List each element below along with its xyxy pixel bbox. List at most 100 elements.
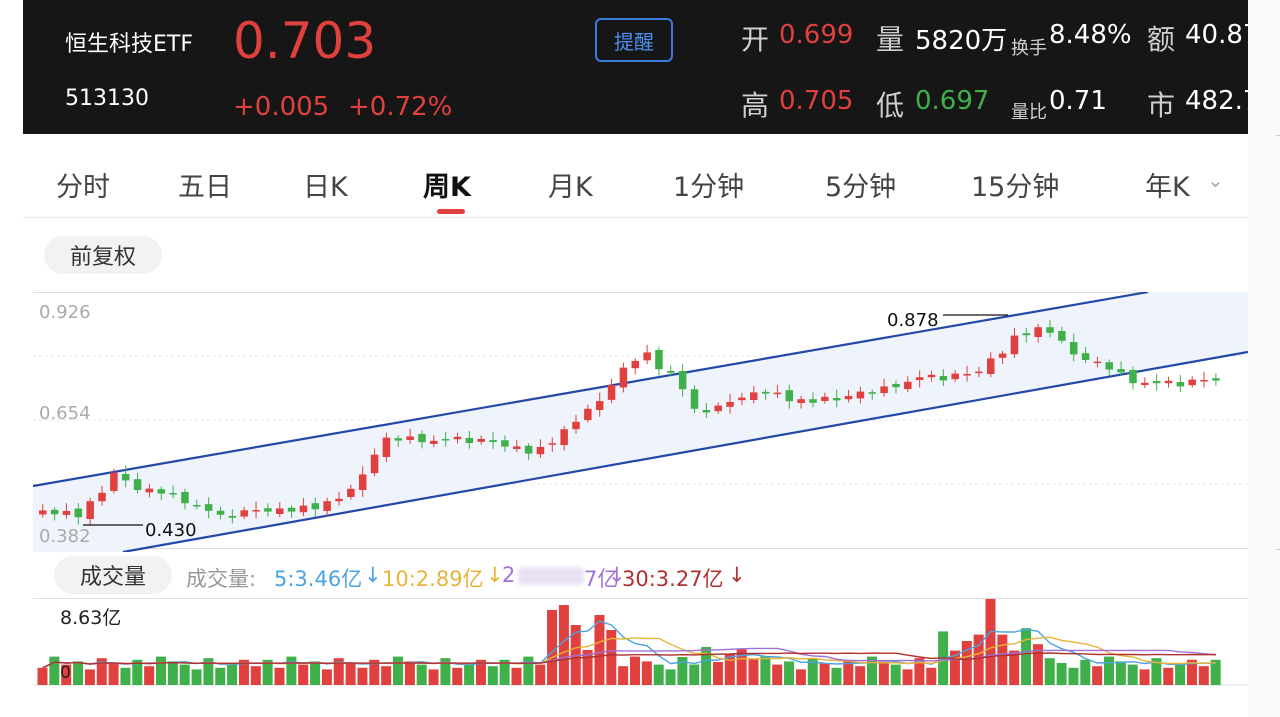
candle — [465, 438, 474, 444]
candle — [1069, 342, 1078, 355]
volume-bar — [807, 658, 818, 685]
volume-bar — [878, 661, 889, 685]
volume-bar — [464, 663, 475, 685]
volume-bar — [440, 658, 451, 685]
volume-bar — [310, 661, 321, 685]
candle — [1176, 382, 1185, 387]
adjust-button[interactable]: 前复权 — [44, 236, 162, 274]
volume-bar — [594, 615, 605, 685]
volume-bar — [1198, 666, 1209, 685]
volume-bar — [1186, 659, 1197, 685]
amount-label: 额 — [1147, 23, 1176, 56]
tab-intraday[interactable]: 分时 — [56, 172, 110, 203]
tab-weekly-k[interactable]: 周K — [423, 172, 471, 203]
candle — [1022, 333, 1031, 336]
ma20-volume: 2 — [502, 563, 516, 587]
candle — [927, 374, 936, 378]
candle — [264, 508, 272, 512]
tab-yearly-k[interactable]: 年K — [1145, 172, 1190, 203]
candle — [773, 392, 782, 395]
alert-button[interactable]: 提醒 — [595, 18, 673, 62]
candle — [868, 392, 876, 394]
volume-bar — [902, 669, 913, 685]
volume-bar — [1163, 667, 1174, 685]
volume-ratio-value: 0.71 — [1049, 86, 1107, 116]
y-label-mid: 0.654 — [39, 403, 91, 424]
volume-zero-label: 0 — [60, 663, 71, 683]
volume-bar — [535, 664, 546, 685]
volume-bar — [1151, 658, 1162, 685]
candle — [821, 396, 829, 401]
kline-chart[interactable]: 0.926 0.654 0.382 0.878 0.430 — [33, 292, 1248, 552]
volume-bar — [630, 656, 640, 685]
candle — [619, 367, 628, 388]
volume-bar — [961, 641, 972, 685]
volume-indicator-button[interactable]: 成交量 — [54, 556, 172, 594]
volume-bar — [108, 663, 119, 685]
tab-five-day[interactable]: 五日 — [178, 172, 232, 203]
candle — [892, 384, 900, 388]
candle — [406, 436, 414, 440]
candle — [904, 381, 912, 389]
candle — [1093, 361, 1102, 364]
y-label-bottom: 0.382 — [39, 526, 91, 547]
volume-bar — [393, 656, 403, 685]
volume-bar — [689, 664, 700, 685]
volume-chart[interactable]: 8.63亿 0 — [33, 598, 1248, 694]
candle — [370, 454, 379, 474]
candle — [240, 510, 248, 517]
volume-bar — [298, 664, 309, 685]
tab-monthly-k[interactable]: 月K — [548, 172, 593, 203]
candle — [560, 429, 568, 445]
volume-bar — [558, 605, 569, 685]
last-price: 0.703 — [233, 12, 377, 70]
candle — [358, 474, 367, 490]
candle — [382, 437, 391, 458]
high-value: 0.705 — [779, 86, 854, 116]
volume-bar — [84, 669, 95, 685]
volume-bar — [428, 669, 439, 685]
low-value: 0.697 — [915, 86, 990, 116]
volume-bar — [1127, 664, 1138, 685]
candle — [287, 507, 296, 512]
quote-header: 恒生科技ETF 513130 0.703 +0.005 +0.72% 提醒 开 … — [23, 0, 1248, 134]
candle — [714, 405, 722, 412]
candle — [607, 385, 616, 400]
volume-bar — [357, 667, 368, 685]
volume-bar — [49, 656, 60, 685]
candle — [655, 350, 663, 370]
candle — [1058, 331, 1066, 341]
volume-bar — [1009, 650, 1020, 685]
volume-bar — [499, 659, 510, 685]
volume-bar — [1032, 644, 1043, 685]
right-scroll-edge — [1248, 0, 1280, 717]
candle — [975, 371, 983, 374]
candle — [1188, 379, 1196, 386]
candle — [133, 479, 142, 490]
volume-bar — [736, 649, 747, 685]
candle — [726, 402, 734, 407]
volume-bar — [582, 650, 593, 685]
candle — [394, 438, 402, 441]
tab-5min[interactable]: 5分钟 — [825, 172, 897, 203]
obscured-value — [518, 567, 584, 585]
candle — [667, 371, 675, 373]
volume-bar — [345, 663, 356, 685]
volume-bar — [547, 610, 558, 685]
volume-bar — [156, 656, 166, 685]
volume-bar — [985, 599, 996, 685]
tab-1min[interactable]: 1分钟 — [673, 172, 745, 203]
arrow-down-icon: ↓ — [608, 563, 626, 587]
candle — [832, 398, 841, 401]
candle — [702, 410, 711, 413]
volume-bar — [997, 634, 1008, 685]
volume-bar — [653, 664, 664, 685]
candle — [643, 352, 651, 361]
tab-15min[interactable]: 15分钟 — [971, 172, 1060, 203]
candle — [441, 439, 450, 441]
volume-title: 成交量: — [186, 567, 257, 591]
volume-bar — [855, 666, 866, 685]
volume-ma-line — [42, 652, 1216, 669]
chevron-down-icon[interactable]: ⌄ — [1207, 168, 1224, 192]
tab-daily-k[interactable]: 日K — [303, 172, 348, 203]
